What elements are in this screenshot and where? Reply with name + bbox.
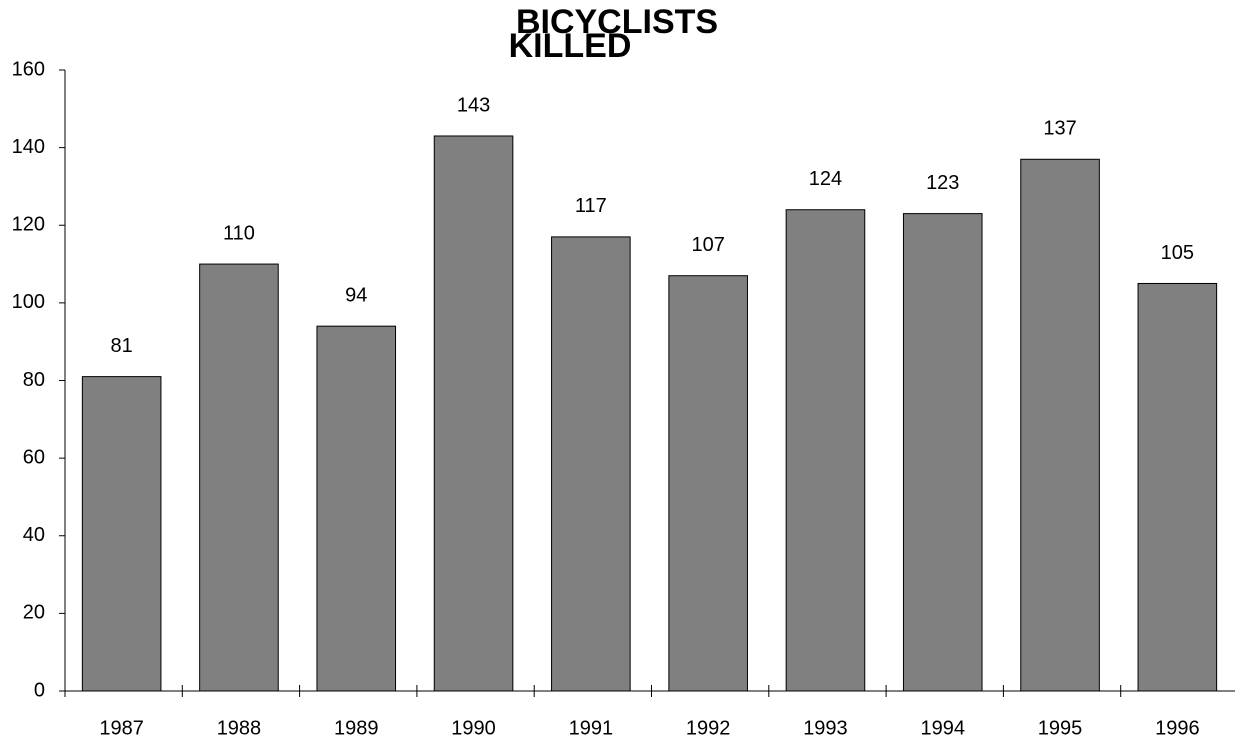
- x-tick-label: 1995: [1038, 717, 1083, 739]
- x-tick-label: 1996: [1155, 717, 1200, 739]
- bar: [316, 325, 397, 692]
- bar: [902, 213, 983, 692]
- data-label: 110: [223, 222, 255, 244]
- data-label: 137: [1043, 118, 1076, 140]
- bar: [199, 263, 279, 692]
- y-tick-label: 120: [12, 214, 45, 236]
- x-tick-label: 1989: [334, 717, 379, 739]
- bar: [81, 376, 162, 692]
- y-tick-label: 20: [23, 602, 45, 624]
- bar: [433, 135, 514, 692]
- bar: [785, 209, 866, 692]
- chart-title: KILLED: [509, 27, 632, 65]
- y-tick-label: 100: [12, 291, 45, 313]
- data-label: 123: [926, 172, 959, 194]
- data-label: 94: [345, 284, 367, 306]
- y-tick-label: 80: [23, 369, 45, 391]
- data-label: 105: [1161, 242, 1194, 264]
- x-tick-label: 1987: [99, 717, 144, 739]
- x-tick-label: 1994: [921, 717, 966, 739]
- x-tick-label: 1993: [803, 717, 848, 739]
- data-label: 81: [111, 335, 133, 357]
- y-tick-label: 40: [23, 524, 45, 546]
- bar: [668, 275, 748, 692]
- x-tick-label: 1991: [569, 717, 614, 739]
- data-label: 143: [457, 94, 490, 116]
- data-label: 107: [691, 234, 724, 256]
- y-tick-label: 60: [23, 446, 45, 468]
- y-tick-label: 140: [12, 136, 45, 158]
- y-tick-label: 160: [12, 58, 45, 80]
- bar: [1020, 158, 1100, 692]
- data-label: 117: [575, 195, 607, 217]
- x-tick-label: 1992: [686, 717, 731, 739]
- bar: [551, 236, 631, 692]
- data-label: 124: [809, 168, 842, 190]
- bar: [1137, 282, 1218, 692]
- x-tick-label: 1990: [451, 717, 496, 739]
- chart-title: BICYCLISTS: [516, 3, 718, 41]
- y-tick-label: 0: [34, 679, 45, 701]
- x-tick-label: 1988: [217, 717, 262, 739]
